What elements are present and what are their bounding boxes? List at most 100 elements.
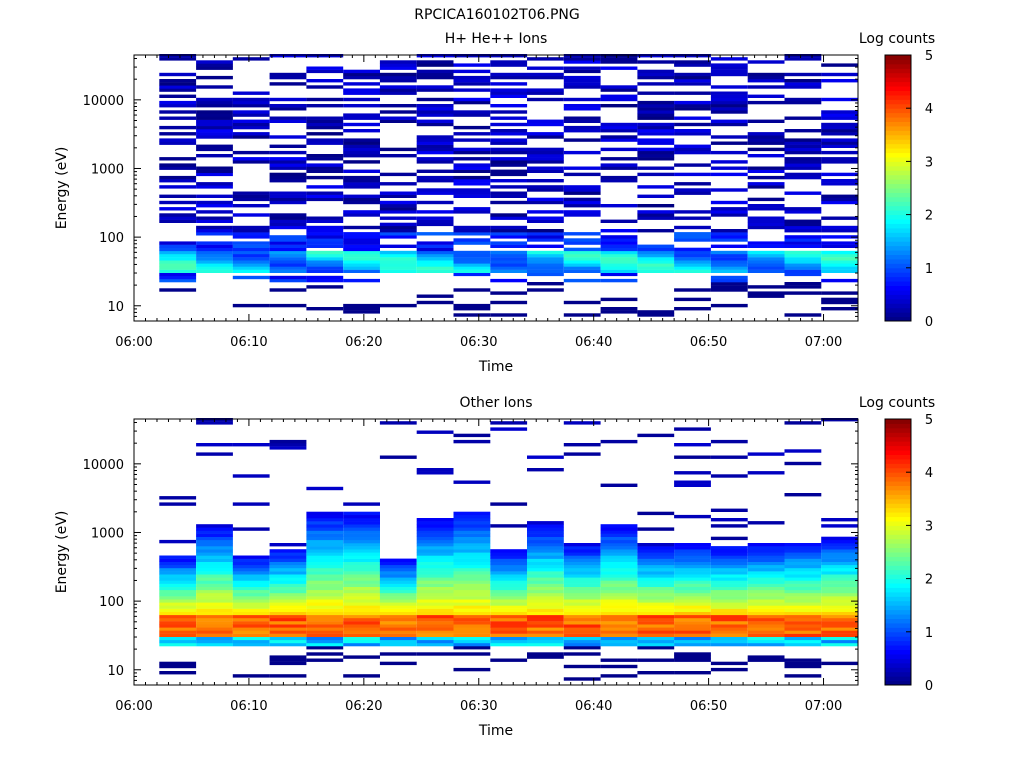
heatmap-cell: [600, 266, 638, 270]
heatmap-cell: [674, 621, 711, 625]
x-tick-label: 06:10: [230, 699, 267, 714]
heatmap-cell: [343, 589, 380, 594]
heatmap-cell: [600, 310, 638, 314]
heatmap-cell: [159, 671, 197, 675]
heatmap-cell: [490, 630, 528, 634]
heatmap-cell: [710, 69, 748, 74]
heatmap-cell: [453, 207, 491, 211]
heatmap-cell: [453, 179, 491, 183]
heatmap-cell: [674, 150, 711, 155]
heatmap-cell: [306, 624, 344, 628]
colorbar-segment: [885, 578, 911, 584]
heatmap-cell: [453, 527, 491, 531]
heatmap-cell: [343, 253, 380, 258]
heatmap-cell: [821, 244, 858, 248]
colorbar-segment: [885, 498, 911, 504]
heatmap-cell: [490, 75, 528, 80]
heatmap-cell: [159, 574, 197, 578]
heatmap-cell: [306, 219, 344, 223]
heatmap-cell: [784, 160, 822, 164]
heatmap-cell: [490, 260, 528, 264]
heatmap-cell: [343, 160, 380, 164]
heatmap-cell: [821, 160, 858, 164]
colorbar-segment: [885, 680, 911, 686]
heatmap-cell: [784, 85, 822, 89]
heatmap-cell: [453, 599, 491, 603]
colorbar-segment: [885, 552, 911, 557]
heatmap-cell: [527, 524, 564, 528]
heatmap-cell: [563, 241, 601, 245]
heatmap-cell: [674, 82, 711, 86]
heatmap-cell: [527, 185, 564, 189]
colorbar-segment: [885, 94, 911, 100]
heatmap-cell: [637, 253, 675, 258]
y-tick-label: 10000: [83, 458, 124, 473]
heatmap-cell: [416, 222, 454, 227]
heatmap-cell: [600, 599, 638, 603]
heatmap-cell: [821, 241, 858, 245]
heatmap-cell: [747, 257, 785, 261]
heatmap-cell: [416, 250, 454, 255]
heatmap-cell: [784, 150, 822, 155]
heatmap-cell: [416, 543, 454, 547]
colorbar-segment: [885, 489, 911, 495]
heatmap-cell: [710, 546, 748, 550]
heatmap-cell: [600, 602, 638, 606]
heatmap-cell: [416, 599, 454, 603]
heatmap-cell: [784, 571, 822, 575]
heatmap-cell: [527, 282, 564, 286]
heatmap-cell: [269, 568, 307, 572]
heatmap-cell: [710, 97, 748, 102]
heatmap-cell: [269, 655, 307, 659]
heatmap-cell: [637, 310, 675, 314]
heatmap-cell: [269, 257, 307, 261]
colorbar-tick-label: 2: [925, 209, 933, 224]
heatmap-cell: [821, 79, 858, 83]
heatmap-cell: [269, 104, 307, 108]
heatmap-cell: [527, 216, 564, 220]
colorbar-segment: [885, 516, 911, 522]
heatmap-cell: [343, 185, 380, 189]
heatmap-cell: [306, 599, 344, 603]
heatmap-cell: [490, 278, 528, 283]
heatmap-cell: [747, 79, 785, 83]
heatmap-cell: [821, 549, 858, 553]
colorbar-segment: [885, 529, 911, 535]
heatmap-cell: [196, 530, 233, 534]
heatmap-cell: [379, 621, 417, 625]
heatmap-cell: [747, 154, 785, 158]
heatmap-cell: [379, 72, 417, 77]
heatmap-cell: [269, 621, 307, 625]
heatmap-cell: [563, 599, 601, 603]
heatmap-cell: [453, 263, 491, 267]
plot-frame: [133, 418, 859, 686]
heatmap-cell: [306, 611, 344, 616]
heatmap-cell: [159, 163, 197, 167]
heatmap-cell: [379, 455, 417, 459]
heatmap-cell: [710, 235, 748, 239]
heatmap-cell: [637, 589, 675, 594]
heatmap-cell: [306, 197, 344, 202]
heatmap-cell: [563, 278, 601, 283]
heatmap-cell: [710, 574, 748, 578]
heatmap-cell: [416, 530, 454, 534]
heatmap-cell: [269, 241, 307, 245]
heatmap-cell: [453, 113, 491, 117]
heatmap-cell: [710, 91, 748, 95]
heatmap-cell: [490, 138, 528, 142]
heatmap-cell: [490, 269, 528, 273]
heatmap-cell: [379, 60, 417, 64]
heatmap-cell: [527, 555, 564, 559]
heatmap-cell: [747, 75, 785, 80]
heatmap-cell: [600, 135, 638, 139]
heatmap-cell: [563, 608, 601, 612]
heatmap-cell: [343, 257, 380, 261]
heatmap-cell: [527, 160, 564, 164]
heatmap-cell: [674, 60, 711, 64]
heatmap-cell: [269, 238, 307, 242]
heatmap-cell: [600, 624, 638, 628]
heatmap-cell: [747, 250, 785, 255]
heatmap-cell: [563, 238, 601, 242]
heatmap-cell: [196, 533, 233, 537]
